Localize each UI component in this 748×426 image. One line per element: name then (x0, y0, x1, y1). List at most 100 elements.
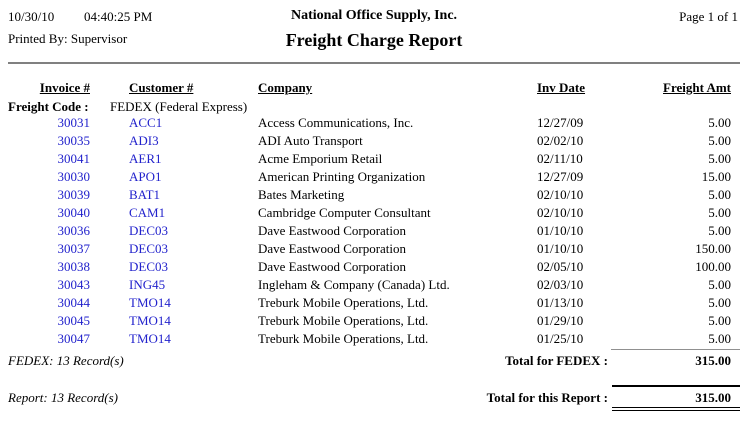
company-cell: ADI Auto Transport (258, 133, 363, 148)
company-cell: Access Communications, Inc. (258, 115, 414, 130)
freight-amt-cell: 5.00 (708, 331, 731, 346)
invoice-link[interactable]: 30038 (57, 259, 91, 274)
invoice-link[interactable]: 30041 (57, 151, 91, 166)
inv-date-cell: 02/10/10 (537, 205, 584, 220)
group-total-rule (611, 349, 740, 350)
inv-date-cell: 02/02/10 (537, 133, 584, 148)
customer-link[interactable]: DEC03 (129, 259, 168, 274)
invoice-link[interactable]: 30030 (57, 169, 91, 184)
group-record-count: FEDEX: 13 Record(s) (8, 353, 124, 368)
freight-amt-cell: 5.00 (708, 151, 731, 166)
freight-amt-cell: 150.00 (695, 241, 731, 256)
inv-date-cell: 01/25/10 (537, 331, 584, 346)
column-header-inv-date: Inv Date (537, 80, 586, 95)
freight-amt-cell: 5.00 (708, 313, 731, 328)
inv-date-cell: 12/27/09 (537, 115, 584, 130)
column-header-company: Company (258, 80, 313, 95)
table-row: 30047 TMO14 Treburk Mobile Operations, L… (0, 331, 748, 349)
invoice-link[interactable]: 30037 (57, 241, 91, 256)
table-row: 30035 ADI3 ADI Auto Transport 02/02/10 5… (0, 133, 748, 151)
customer-link[interactable]: CAM1 (129, 205, 166, 220)
inv-date-cell: 01/10/10 (537, 241, 584, 256)
company-cell: Treburk Mobile Operations, Ltd. (258, 331, 429, 346)
report-record-count: Report: 13 Record(s) (8, 390, 118, 405)
company-cell: Dave Eastwood Corporation (258, 241, 407, 256)
print-time: 04:40:25 PM (84, 9, 153, 24)
invoice-link[interactable]: 30047 (57, 331, 91, 346)
invoice-link[interactable]: 30044 (57, 295, 91, 310)
table-row: 30030 APO1 American Printing Organizatio… (0, 169, 748, 187)
freight-amt-cell: 5.00 (708, 277, 731, 292)
inv-date-cell: 02/10/10 (537, 187, 584, 202)
table-row: 30043 ING45 Ingleham & Company (Canada) … (0, 277, 748, 295)
invoice-link[interactable]: 30045 (57, 313, 91, 328)
printed-by: Printed By: Supervisor (8, 31, 128, 46)
freight-code-label: Freight Code : (8, 99, 89, 114)
company-cell: Ingleham & Company (Canada) Ltd. (258, 277, 450, 292)
customer-link[interactable]: BAT1 (129, 187, 161, 202)
report-total-double-rule (612, 407, 740, 411)
invoice-link[interactable]: 30035 (57, 133, 91, 148)
company-cell: Dave Eastwood Corporation (258, 223, 407, 238)
invoice-link[interactable]: 30031 (57, 115, 91, 130)
invoice-link[interactable]: 30040 (57, 205, 91, 220)
customer-link[interactable]: DEC03 (129, 223, 168, 238)
company-name: National Office Supply, Inc. (290, 8, 458, 23)
inv-date-cell: 02/05/10 (537, 259, 584, 274)
freight-amt-cell: 5.00 (708, 223, 731, 238)
column-header-customer: Customer # (129, 80, 194, 95)
report-total-label: Total for this Report : (486, 390, 608, 405)
table-row: 30044 TMO14 Treburk Mobile Operations, L… (0, 295, 748, 313)
customer-link[interactable]: TMO14 (129, 313, 171, 328)
table-row: 30045 TMO14 Treburk Mobile Operations, L… (0, 313, 748, 331)
group-total-amount: 315.00 (695, 353, 731, 368)
company-cell: Treburk Mobile Operations, Ltd. (258, 295, 429, 310)
customer-link[interactable]: AER1 (129, 151, 162, 166)
inv-date-cell: 01/13/10 (537, 295, 584, 310)
table-row: 30038 DEC03 Dave Eastwood Corporation 02… (0, 259, 748, 277)
column-header-freight-amt: Freight Amt (663, 80, 731, 95)
company-cell: Cambridge Computer Consultant (258, 205, 431, 220)
page-title: Freight Charge Report (285, 30, 463, 50)
customer-link[interactable]: APO1 (129, 169, 162, 184)
inv-date-cell: 01/10/10 (537, 223, 584, 238)
table-row: 30039 BAT1 Bates Marketing 02/10/10 5.00 (0, 187, 748, 205)
table-row: 30040 CAM1 Cambridge Computer Consultant… (0, 205, 748, 223)
report-total-amount: 315.00 (695, 390, 731, 405)
group-total-label: Total for FEDEX : (505, 353, 608, 368)
customer-link[interactable]: ADI3 (129, 133, 159, 148)
freight-amt-cell: 5.00 (708, 187, 731, 202)
page-indicator: Page 1 of 1 (679, 9, 738, 24)
company-cell: Dave Eastwood Corporation (258, 259, 407, 274)
inv-date-cell: 01/29/10 (537, 313, 584, 328)
customer-link[interactable]: TMO14 (129, 331, 171, 346)
customer-link[interactable]: ACC1 (129, 115, 163, 130)
invoice-link[interactable]: 30039 (57, 187, 91, 202)
freight-amt-cell: 100.00 (695, 259, 731, 274)
table-row: 30041 AER1 Acme Emporium Retail 02/11/10… (0, 151, 748, 169)
company-cell: Treburk Mobile Operations, Ltd. (258, 313, 429, 328)
customer-link[interactable]: TMO14 (129, 295, 171, 310)
invoice-link[interactable]: 30043 (57, 277, 91, 292)
company-cell: Bates Marketing (258, 187, 345, 202)
customer-link[interactable]: DEC03 (129, 241, 168, 256)
freight-amt-cell: 5.00 (708, 115, 731, 130)
company-cell: Acme Emporium Retail (258, 151, 383, 166)
freight-code-value: FEDEX (Federal Express) (110, 99, 248, 114)
company-cell: American Printing Organization (258, 169, 426, 184)
table-row: 30037 DEC03 Dave Eastwood Corporation 01… (0, 241, 748, 259)
header-rule (8, 62, 740, 64)
report-total-rule (612, 385, 740, 387)
invoice-link[interactable]: 30036 (57, 223, 91, 238)
inv-date-cell: 02/11/10 (537, 151, 583, 166)
print-date: 10/30/10 (8, 9, 55, 24)
freight-amt-cell: 5.00 (708, 295, 731, 310)
table-row: 30031 ACC1 Access Communications, Inc. 1… (0, 115, 748, 133)
inv-date-cell: 02/03/10 (537, 277, 584, 292)
freight-amt-cell: 5.00 (708, 133, 731, 148)
freight-amt-cell: 15.00 (701, 169, 731, 184)
table-row: 30036 DEC03 Dave Eastwood Corporation 01… (0, 223, 748, 241)
freight-amt-cell: 5.00 (708, 205, 731, 220)
column-header-invoice: Invoice # (39, 80, 90, 95)
customer-link[interactable]: ING45 (129, 277, 166, 292)
